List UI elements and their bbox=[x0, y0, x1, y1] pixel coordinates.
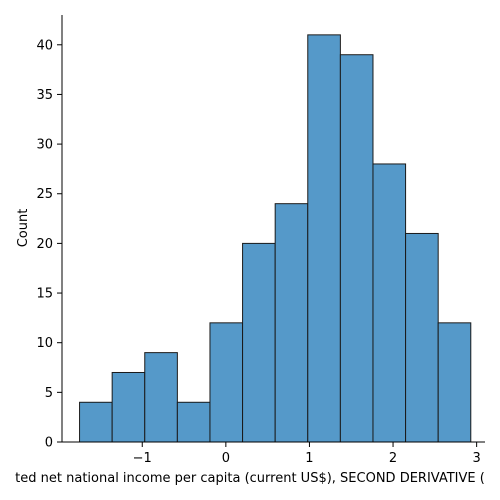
axes-group bbox=[61, 15, 485, 443]
histogram-bar bbox=[176, 401, 211, 443]
y-tick-label: 5 bbox=[45, 386, 53, 401]
histogram-bar bbox=[242, 242, 276, 443]
histogram-bar bbox=[274, 203, 309, 443]
histogram-bar bbox=[339, 54, 374, 443]
histogram-bar bbox=[372, 163, 407, 443]
y-tick-label: 15 bbox=[36, 287, 53, 302]
x-ticks-group: −1 0 1 2 3 bbox=[133, 442, 481, 466]
x-tick-label: 3 bbox=[472, 451, 480, 466]
y-tick-label: 30 bbox=[36, 138, 53, 153]
x-axis-label: ted net national income per capita (curr… bbox=[15, 471, 485, 486]
histogram-bar bbox=[307, 34, 341, 443]
x-tick-label: 2 bbox=[389, 451, 397, 466]
histogram-bar bbox=[437, 322, 472, 443]
histogram-bar bbox=[111, 371, 146, 443]
histogram-bar bbox=[209, 322, 244, 443]
x-tick-label: −1 bbox=[133, 451, 152, 466]
y-tick-label: 25 bbox=[36, 187, 53, 202]
histogram-bar bbox=[79, 401, 113, 443]
y-tick-label: 20 bbox=[36, 237, 53, 252]
histogram-bar bbox=[405, 232, 439, 443]
y-tick-label: 0 bbox=[45, 436, 53, 451]
x-tick-label: 0 bbox=[222, 451, 230, 466]
bars-group bbox=[79, 34, 472, 443]
y-ticks-group: 0 5 10 15 20 25 30 35 40 bbox=[36, 38, 62, 451]
y-tick-label: 35 bbox=[36, 88, 53, 103]
y-tick-label: 10 bbox=[36, 336, 53, 351]
x-tick-label: 1 bbox=[305, 451, 313, 466]
y-axis-label: Count bbox=[16, 209, 31, 248]
histogram-bar bbox=[144, 352, 178, 443]
y-tick-label: 40 bbox=[36, 38, 53, 53]
